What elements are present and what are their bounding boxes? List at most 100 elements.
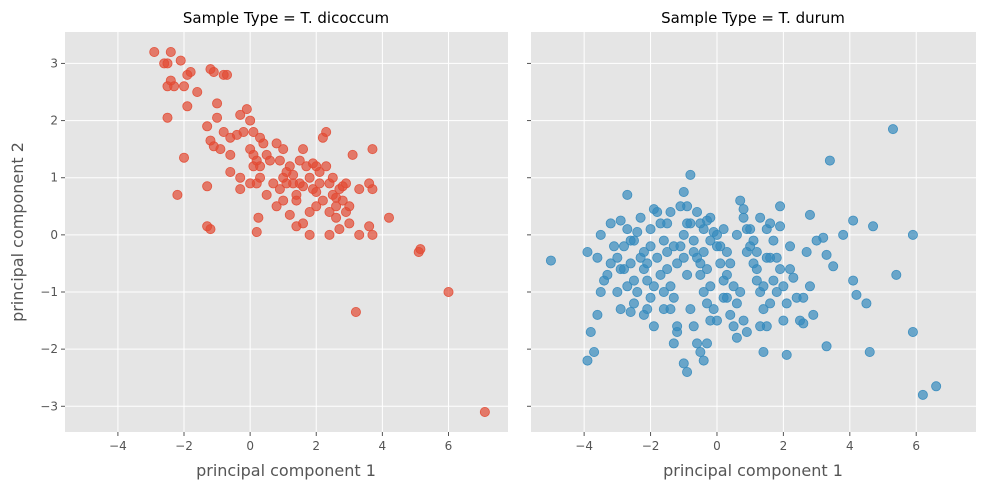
x-tick-label: 0 <box>713 439 721 453</box>
data-point <box>615 264 626 275</box>
data-point <box>182 101 193 112</box>
data-point <box>678 252 689 263</box>
data-point <box>838 229 849 240</box>
data-point <box>225 149 236 160</box>
data-point <box>907 326 918 337</box>
data-point <box>609 241 620 252</box>
data-point <box>715 258 726 269</box>
data-point <box>735 195 746 206</box>
data-point <box>702 215 713 226</box>
data-point <box>851 289 862 300</box>
data-point <box>479 406 490 417</box>
data-point <box>367 144 378 155</box>
data-point <box>755 321 766 332</box>
data-point <box>715 241 726 252</box>
y-tick-label: 1 <box>50 171 58 185</box>
data-point <box>738 204 749 215</box>
data-point <box>238 127 249 138</box>
data-point <box>182 69 193 80</box>
x-tick-label: 0 <box>246 439 254 453</box>
data-point <box>253 212 264 223</box>
data-point <box>271 138 282 149</box>
data-point <box>589 346 600 357</box>
x-tick-labels: −4 −2 0 2 4 6 <box>109 432 452 453</box>
data-point <box>848 215 859 226</box>
data-point <box>271 201 282 212</box>
data-point <box>931 381 942 392</box>
plot-area-background <box>65 32 508 432</box>
data-point <box>672 321 683 332</box>
data-point <box>278 195 289 206</box>
data-point <box>801 246 812 257</box>
data-point <box>917 389 928 400</box>
data-point <box>602 269 613 280</box>
data-point <box>221 69 232 80</box>
data-point <box>731 229 742 240</box>
data-point <box>645 241 656 252</box>
data-point <box>307 158 318 169</box>
data-point <box>364 221 375 232</box>
data-point <box>605 258 616 269</box>
data-point <box>165 47 176 58</box>
data-point <box>413 246 424 257</box>
data-point <box>702 264 713 275</box>
data-point <box>298 144 309 155</box>
data-point <box>778 281 789 292</box>
data-point <box>225 166 236 177</box>
data-point <box>741 246 752 257</box>
data-point <box>638 246 649 257</box>
data-point <box>761 252 772 263</box>
data-point <box>761 224 772 235</box>
data-point <box>235 109 246 120</box>
data-point <box>698 355 709 366</box>
data-point <box>582 355 593 366</box>
data-point <box>311 186 322 197</box>
data-point <box>235 172 246 183</box>
data-point <box>218 127 229 138</box>
x-tick-label: 4 <box>379 439 387 453</box>
data-point <box>628 235 639 246</box>
data-point <box>638 309 649 320</box>
panel-durum: −4 −2 0 2 4 6 Sample Type = T. durum principa… <box>527 9 976 480</box>
data-point <box>765 298 776 309</box>
data-point <box>251 226 262 237</box>
data-point <box>344 218 355 229</box>
data-point <box>665 206 676 217</box>
data-point <box>298 218 309 229</box>
data-point <box>755 212 766 223</box>
data-point <box>615 215 626 226</box>
data-point <box>668 241 679 252</box>
data-point <box>668 338 679 349</box>
data-point <box>775 221 786 232</box>
data-point <box>642 275 653 286</box>
data-point <box>281 166 292 177</box>
data-point <box>768 275 779 286</box>
data-point <box>692 338 703 349</box>
data-point <box>695 346 706 357</box>
data-point <box>324 206 335 217</box>
data-point <box>635 212 646 223</box>
data-point <box>208 67 219 78</box>
data-point <box>585 326 596 337</box>
data-point <box>331 212 342 223</box>
data-point <box>698 224 709 235</box>
data-point <box>261 189 272 200</box>
data-point <box>274 184 285 195</box>
data-point <box>595 286 606 297</box>
data-point <box>702 338 713 349</box>
data-point <box>758 281 769 292</box>
data-point <box>622 281 633 292</box>
x-tick-label: 2 <box>780 439 788 453</box>
data-point <box>685 304 696 315</box>
data-point <box>162 112 173 123</box>
data-point <box>274 155 285 166</box>
data-point <box>582 246 593 257</box>
data-point <box>781 349 792 360</box>
data-point <box>751 264 762 275</box>
data-point <box>698 246 709 257</box>
data-point <box>202 181 213 192</box>
data-point <box>678 229 689 240</box>
data-point <box>731 298 742 309</box>
data-point <box>682 218 693 229</box>
y-tick-label: 3 <box>50 56 58 70</box>
